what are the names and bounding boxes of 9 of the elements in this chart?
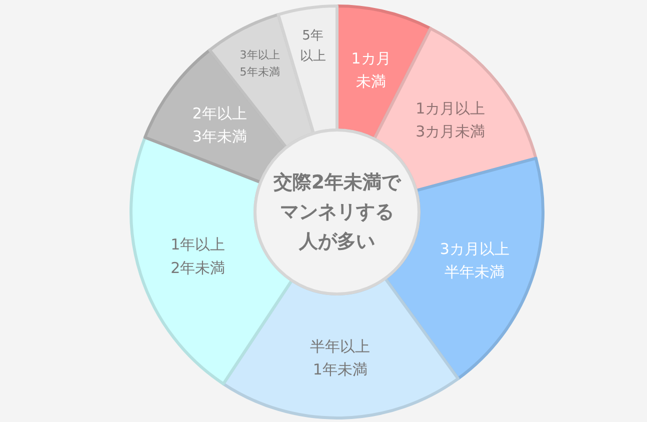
slice-label: 3カ月以上半年未満 (440, 240, 510, 282)
slice-label: 3年以上5年未満 (240, 48, 280, 78)
slice-label: 2年以上3年未満 (192, 104, 247, 146)
slice-label: 半年以上1年未満 (310, 337, 370, 379)
text: 交際2年未満でマンネリする人が多い (272, 172, 402, 252)
slice-label: 5年以上 (300, 28, 326, 64)
slice-label: 1カ月以上3カ月未満 (416, 99, 486, 141)
slice-label: 1年以上2年未満 (170, 236, 226, 277)
slice-label: 1カ月未満 (351, 49, 391, 91)
